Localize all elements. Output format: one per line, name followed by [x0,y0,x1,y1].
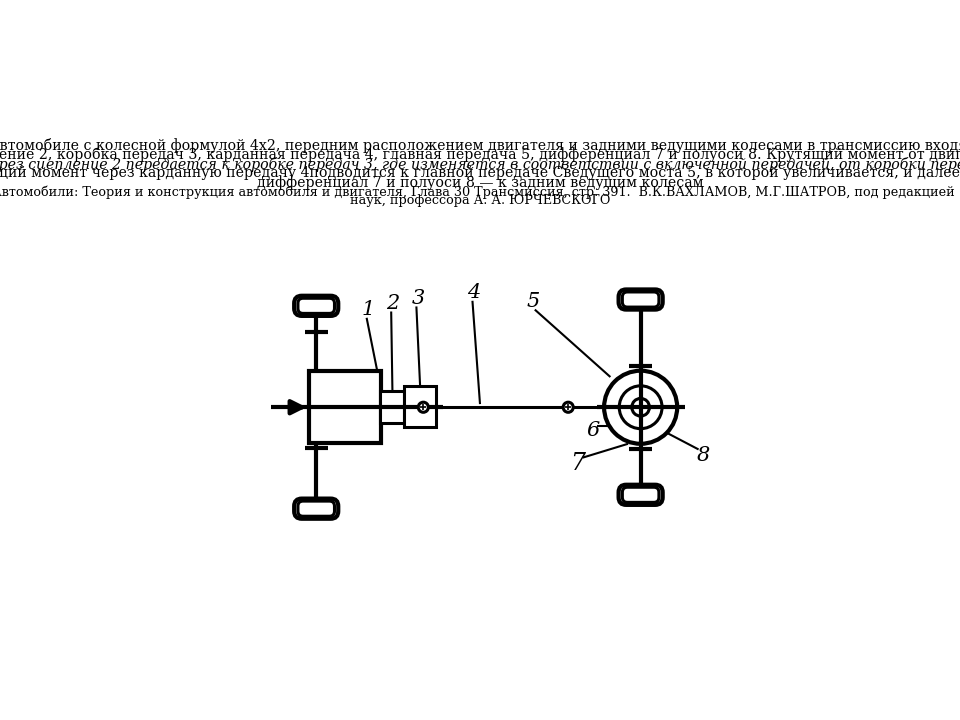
FancyBboxPatch shape [298,298,334,313]
Text: Учебник Автомобили: Теория и конструкция автомобиля и двигателя, Глава 30 Трансм: Учебник Автомобили: Теория и конструкция… [0,185,960,199]
FancyBboxPatch shape [618,485,662,505]
Text: 1 через сцепление 2 передается к коробке передач 3, где изменяется в соответстви: 1 через сцепление 2 передается к коробке… [0,156,960,171]
Text: 4: 4 [468,283,480,302]
FancyBboxPatch shape [404,387,436,428]
FancyBboxPatch shape [294,296,338,316]
Circle shape [619,386,662,428]
FancyBboxPatch shape [622,487,659,503]
FancyBboxPatch shape [380,392,404,423]
Text: крутящий момент через карданную передачу 4подводится к главной передаче Сведущег: крутящий момент через карданную передачу… [0,166,960,180]
FancyBboxPatch shape [294,498,338,518]
Text: 2: 2 [387,294,399,312]
Text: наук, профессора А. А. ЮРЧЕВСКОГО: наук, профессора А. А. ЮРЧЕВСКОГО [349,194,611,207]
Text: 1: 1 [361,300,374,319]
Text: 5: 5 [527,292,540,311]
FancyBboxPatch shape [309,371,381,443]
Text: сцепление 2, коробка передач 3, карданная передача 4, главная передача 5, диффер: сцепление 2, коробка передач 3, карданна… [0,148,960,163]
FancyBboxPatch shape [618,289,662,310]
Text: 8: 8 [697,446,710,465]
Text: 7: 7 [570,452,586,475]
Circle shape [419,402,428,413]
Text: 6: 6 [587,421,600,440]
Text: дифференциал 7 и полуоси 8 — к задним ведущим колесам: дифференциал 7 и полуоси 8 — к задним ве… [256,175,704,189]
Text: 3: 3 [412,289,425,307]
FancyBboxPatch shape [298,501,334,516]
Circle shape [632,398,650,416]
Circle shape [564,402,573,413]
FancyBboxPatch shape [622,292,659,307]
Circle shape [604,371,677,444]
Text: На автомобиле с колесной формулой 4х2, передним расположением двигателя и задним: На автомобиле с колесной формулой 4х2, п… [0,138,960,153]
